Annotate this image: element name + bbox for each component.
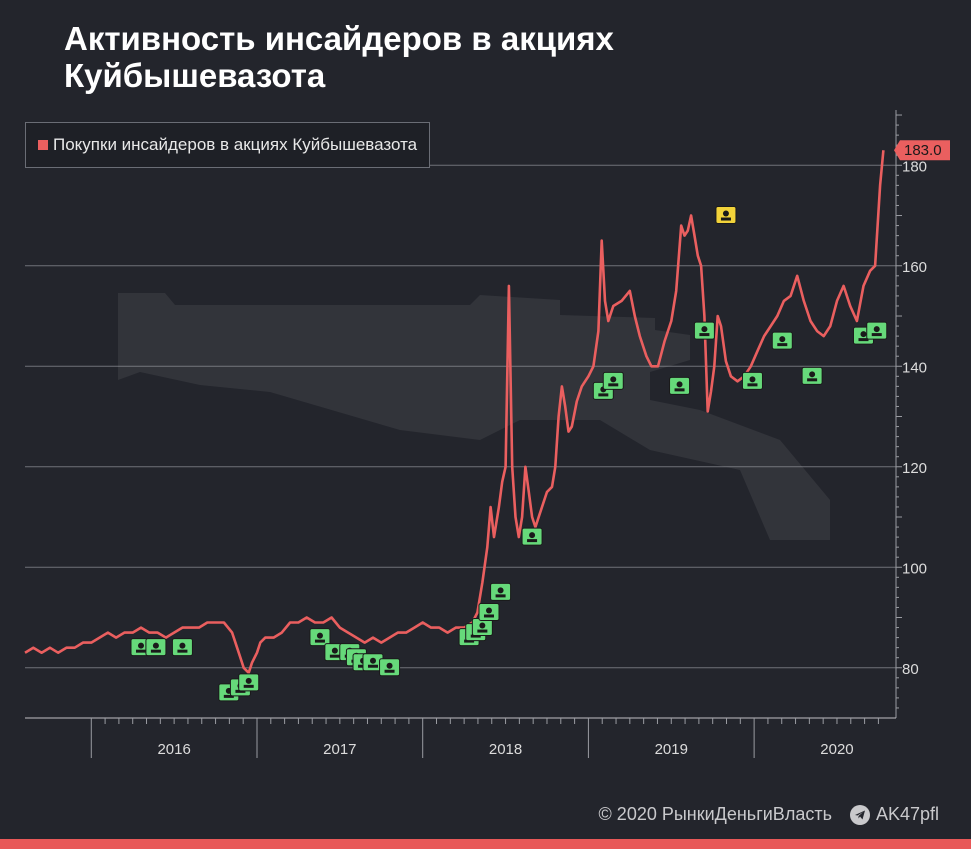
insider-buy-marker-21-body [674, 388, 685, 392]
y-tick-label-120: 120 [902, 460, 927, 477]
insider-buy-marker-25-body [807, 378, 818, 382]
insider-buy-marker-12-head [386, 662, 393, 669]
series-line [24, 150, 885, 675]
legend-swatch [38, 140, 48, 150]
insider-buy-marker-2-head [179, 642, 186, 649]
insider-buy-marker-25 [801, 366, 823, 385]
price-series [24, 150, 885, 675]
insider-buy-marker-15 [471, 618, 493, 637]
insider-buy-marker-1-body [150, 649, 161, 653]
last-value-text: 183.0 [904, 142, 942, 159]
insider-buy-marker-11-body [367, 664, 378, 668]
insider-buy-marker-1 [145, 638, 167, 657]
y-tick-label-80: 80 [902, 661, 919, 678]
insider-buy-marker-27-body [871, 333, 882, 337]
insider-buy-marker-27 [866, 321, 888, 340]
insider-buy-marker-15-head [479, 622, 486, 629]
accent-bar [0, 839, 971, 849]
insider-buy-marker-19-body [598, 393, 609, 397]
insider-sell-marker-0-body [720, 217, 731, 221]
insider-buy-marker-22-body [699, 333, 710, 337]
insider-buy-marker-1-head [152, 642, 159, 649]
insider-buy-marker-24-body [777, 343, 788, 347]
insider-sell-marker-0 [715, 206, 737, 225]
insider-buy-marker-23-body [747, 383, 758, 387]
insider-buy-marker-24-head [779, 336, 786, 343]
legend-label: Покупки инсайдеров в акциях Куйбышевазот… [53, 135, 418, 154]
insider-markers [130, 206, 888, 702]
insider-buy-marker-3-body [223, 694, 234, 698]
insider-buy-marker-6-head [316, 632, 323, 639]
insider-buy-marker-0-head [137, 642, 144, 649]
y-tick-label-180: 180 [902, 158, 927, 175]
insider-buy-marker-17-body [495, 594, 506, 598]
insider-buy-marker-11-head [369, 657, 376, 664]
insider-buy-marker-5-body [243, 684, 254, 688]
insider-buy-marker-6 [309, 628, 331, 647]
insider-buy-marker-2-body [177, 649, 188, 653]
insider-sell-marker-0-head [722, 210, 729, 217]
insider-buy-marker-20-head [610, 376, 617, 383]
x-tick-label-2020: 2020 [820, 741, 853, 758]
insider-buy-marker-7-body [329, 654, 340, 658]
insider-buy-marker-26-body [858, 338, 869, 342]
insider-buy-marker-2 [171, 638, 193, 657]
insider-buy-marker-5-head [245, 677, 252, 684]
last-value-badge [894, 140, 950, 161]
insider-buy-marker-15-body [477, 629, 488, 633]
footer-copyright: © 2020 РынкиДеньгиВласть [598, 804, 832, 824]
insider-buy-marker-24 [771, 331, 793, 350]
insider-buy-marker-18-body [527, 539, 538, 543]
page-title: Активность инсайдеров в акциях Куйбышева… [64, 20, 614, 94]
x-tick-label-2016: 2016 [157, 741, 190, 758]
insider-buy-marker-4-body [235, 689, 246, 693]
y-tick-label-160: 160 [902, 259, 927, 276]
insider-buy-marker-12 [379, 658, 401, 677]
y-tick-label-100: 100 [902, 560, 927, 577]
insider-buy-marker-25-head [809, 371, 816, 378]
insider-buy-marker-14-body [470, 634, 481, 638]
insider-buy-marker-18-head [529, 532, 536, 539]
x-tick-label-2019: 2019 [655, 741, 688, 758]
footer-channel[interactable]: AK47pfl [875, 804, 939, 824]
insider-buy-marker-13-body [464, 639, 475, 643]
insider-buy-marker-0-body [135, 649, 146, 653]
last-value-label: 183.0 [894, 140, 950, 161]
insider-buy-marker-17 [490, 582, 512, 601]
insider-buy-marker-26-head [860, 331, 867, 338]
insider-buy-marker-23 [741, 371, 763, 390]
insider-buy-marker-5 [238, 673, 260, 692]
insider-buy-marker-16-head [485, 607, 492, 614]
insider-buy-marker-21-head [676, 381, 683, 388]
telegram-icon [849, 804, 870, 825]
insider-buy-marker-6-body [314, 639, 325, 643]
insider-buy-marker-27-head [873, 326, 880, 333]
y-tick-label-140: 140 [902, 359, 927, 376]
insider-buy-marker-20 [602, 371, 624, 390]
insider-buy-marker-22 [693, 321, 715, 340]
legend[interactable]: Покупки инсайдеров в акциях Куйбышевазот… [25, 122, 431, 168]
x-tick-label-2018: 2018 [489, 741, 522, 758]
insider-buy-marker-7-head [331, 647, 338, 654]
footer: © 2020 РынкиДеньгиВласть AK47pfl [599, 804, 939, 825]
insider-buy-marker-16 [478, 602, 500, 621]
insider-buy-marker-21 [669, 376, 691, 395]
insider-buy-marker-22-head [701, 326, 708, 333]
insider-buy-marker-20-body [608, 383, 619, 387]
x-tick-label-2017: 2017 [323, 741, 356, 758]
insider-buy-marker-17-head [497, 587, 504, 594]
insider-buy-marker-12-body [384, 669, 395, 673]
insider-buy-marker-16-body [483, 614, 494, 618]
insider-buy-marker-23-head [749, 376, 756, 383]
watermark-rifle-icon [118, 293, 830, 540]
insider-buy-marker-18 [521, 527, 543, 546]
axes: 80 100 120 140 160 180 2016 2017 2018 2019 2020 [25, 110, 927, 758]
